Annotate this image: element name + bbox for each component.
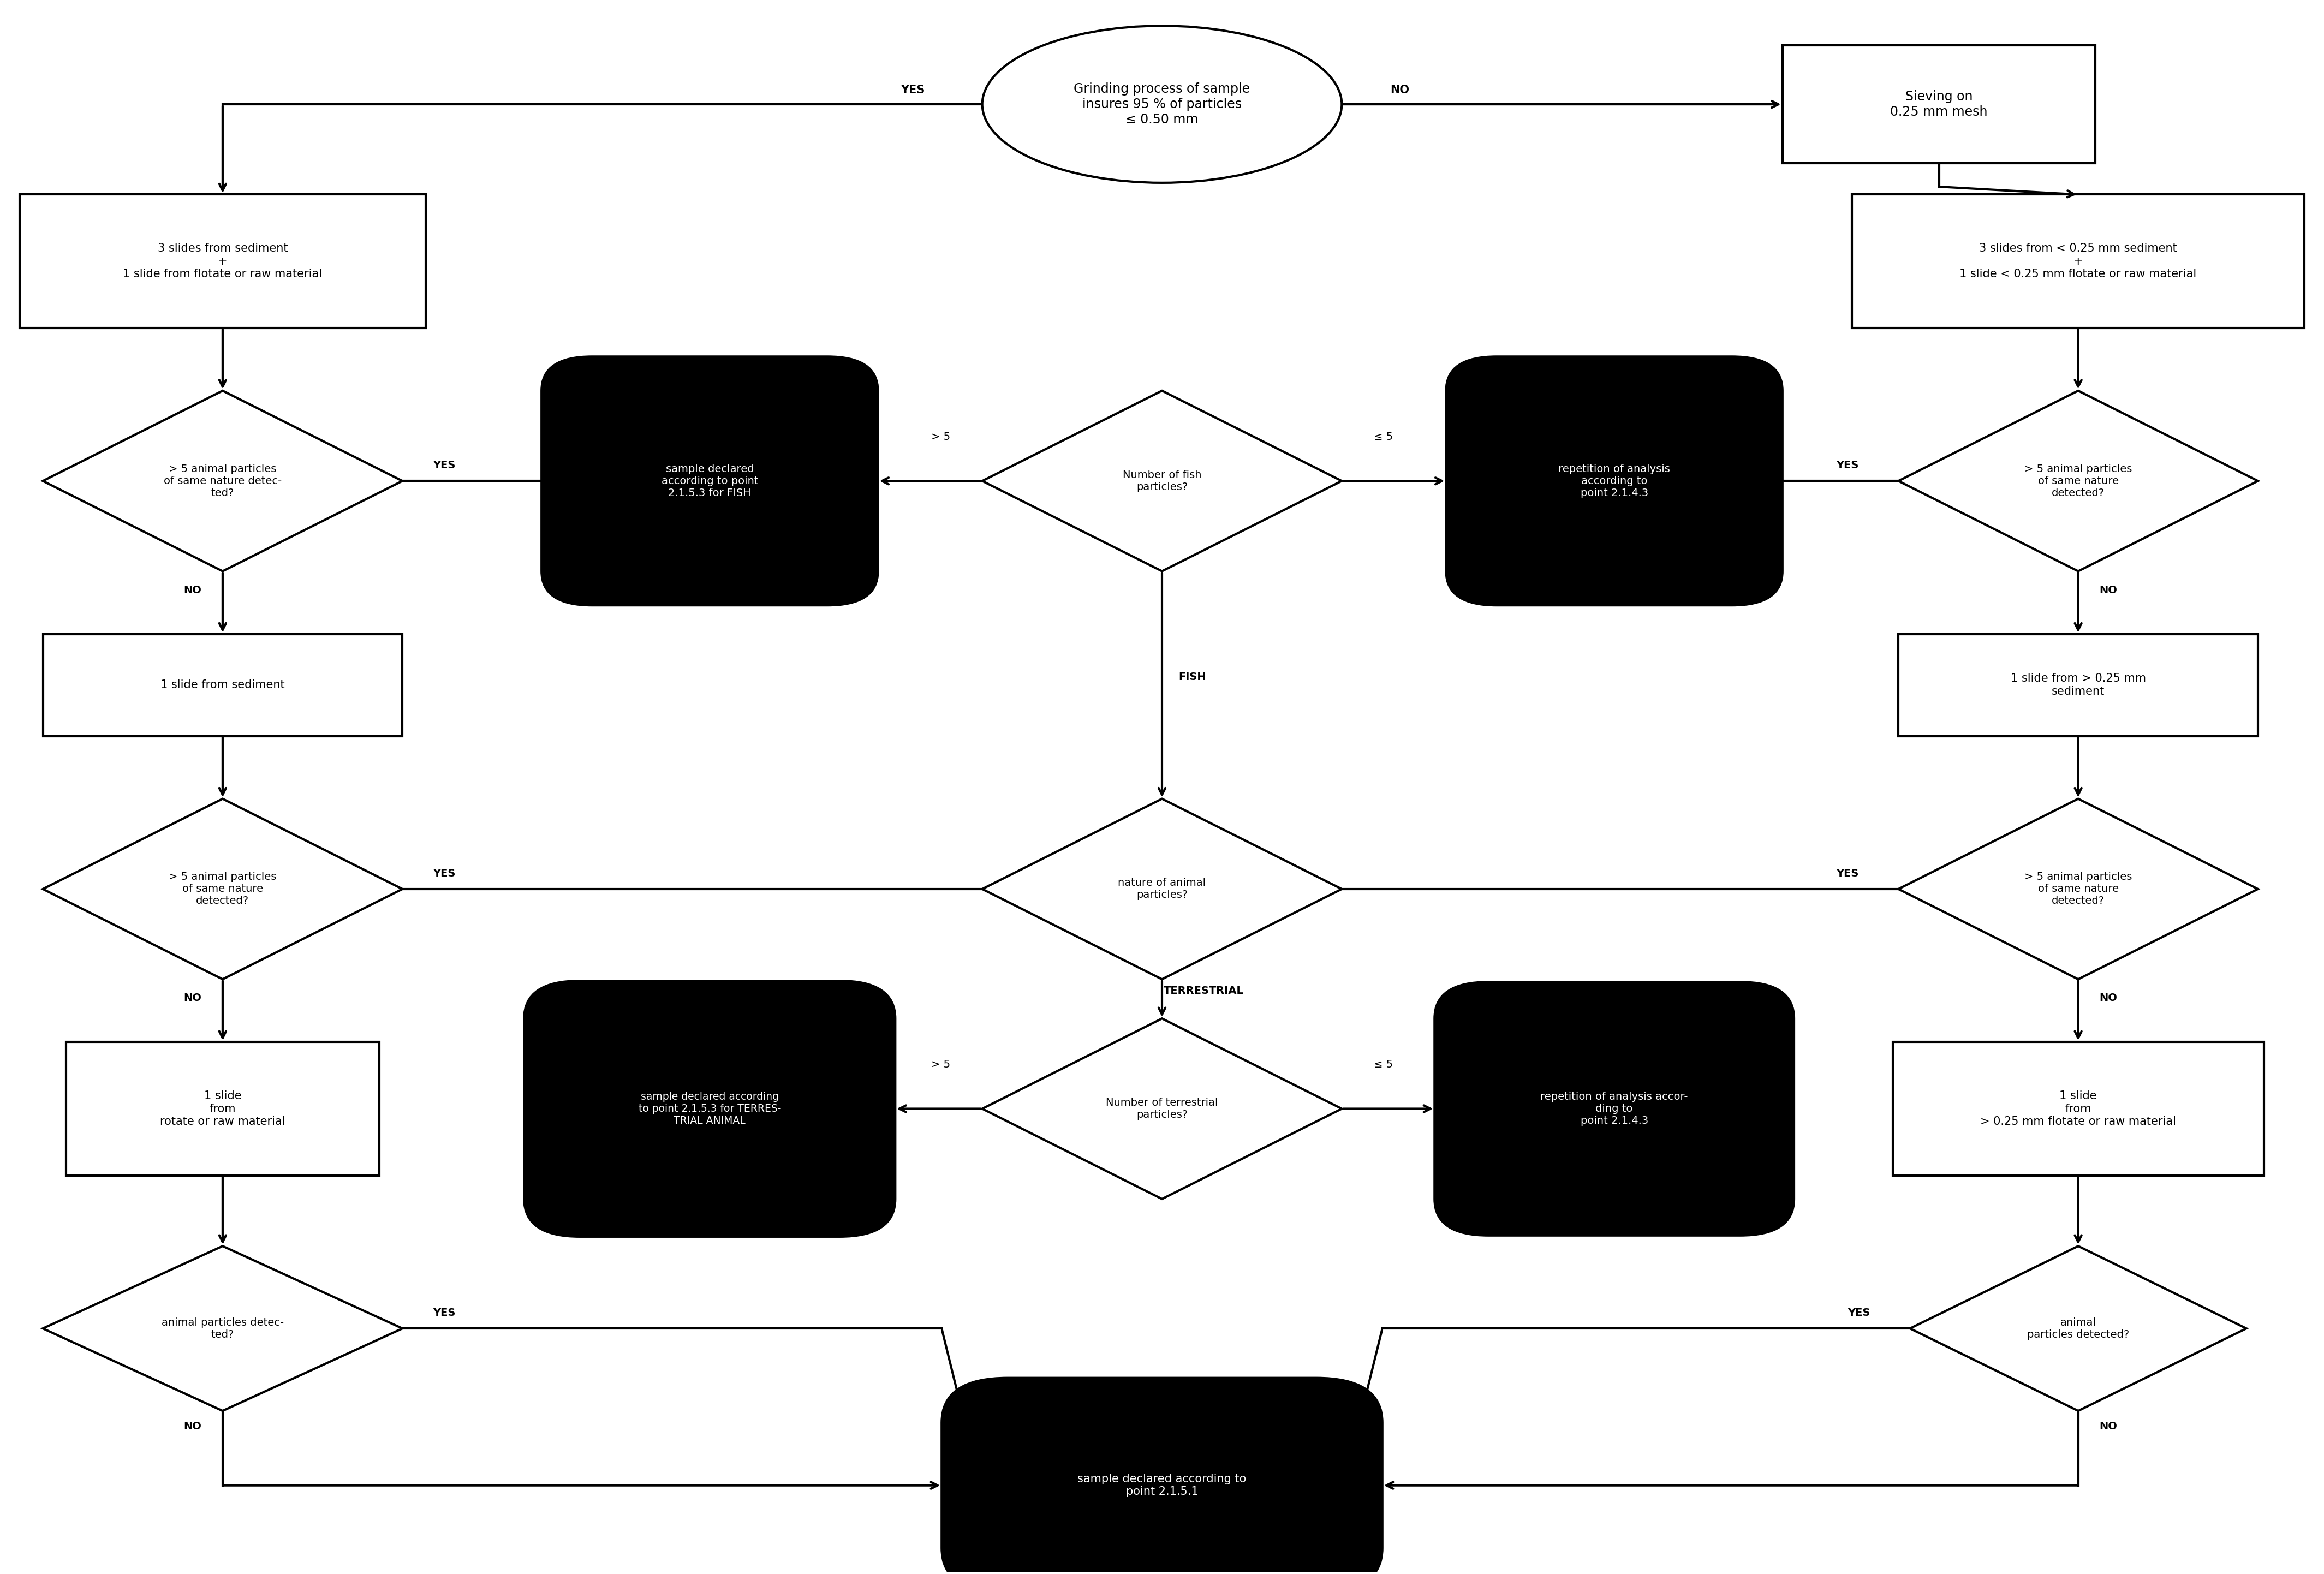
Text: YES: YES (1836, 869, 1859, 878)
Text: > 5 animal particles
of same nature
detected?: > 5 animal particles of same nature dete… (2024, 464, 2131, 497)
Text: NO: NO (184, 993, 202, 1003)
FancyBboxPatch shape (1783, 46, 2096, 164)
Polygon shape (42, 390, 402, 571)
Text: animal
particles detected?: animal particles detected? (2027, 1317, 2129, 1339)
Text: Grinding process of sample
insures 95 % of particles
≤ 0.50 mm: Grinding process of sample insures 95 % … (1074, 82, 1250, 126)
Text: YES: YES (899, 85, 925, 96)
Polygon shape (983, 1018, 1341, 1199)
Polygon shape (983, 798, 1341, 979)
Polygon shape (983, 390, 1341, 571)
Text: Sieving on
0.25 mm mesh: Sieving on 0.25 mm mesh (1889, 90, 1987, 118)
Text: YES: YES (432, 869, 456, 878)
Text: ≤ 5: ≤ 5 (1373, 431, 1392, 442)
Text: > 5 animal particles
of same nature
detected?: > 5 animal particles of same nature dete… (2024, 872, 2131, 907)
Text: repetition of analysis accor-
ding to
point 2.1.4.3: repetition of analysis accor- ding to po… (1541, 1091, 1687, 1125)
Text: 1 slide
from
> 0.25 mm flotate or raw material: 1 slide from > 0.25 mm flotate or raw ma… (1980, 1091, 2175, 1127)
Text: FISH: FISH (1178, 672, 1206, 682)
Ellipse shape (983, 25, 1341, 183)
FancyBboxPatch shape (941, 1377, 1383, 1574)
Text: > 5: > 5 (932, 431, 951, 442)
FancyBboxPatch shape (1899, 634, 2259, 737)
Text: sample declared
according to point
2.1.5.3 for FISH: sample declared according to point 2.1.5… (662, 464, 758, 497)
Text: > 5 animal particles
of same nature
detected?: > 5 animal particles of same nature dete… (170, 872, 277, 907)
Text: TERRESTRIAL: TERRESTRIAL (1164, 985, 1243, 996)
Text: > 5: > 5 (932, 1059, 951, 1070)
FancyBboxPatch shape (1434, 982, 1794, 1236)
Text: animal particles detec-
ted?: animal particles detec- ted? (160, 1317, 284, 1339)
Text: NO: NO (184, 1421, 202, 1432)
Text: NO: NO (2099, 1421, 2117, 1432)
Text: Number of terrestrial
particles?: Number of terrestrial particles? (1106, 1097, 1218, 1121)
Polygon shape (1910, 1247, 2247, 1410)
Text: nature of animal
particles?: nature of animal particles? (1118, 878, 1206, 900)
Text: sample declared according to
point 2.1.5.1: sample declared according to point 2.1.5… (1078, 1473, 1246, 1497)
Text: repetition of analysis
according to
point 2.1.4.3: repetition of analysis according to poin… (1559, 464, 1671, 497)
Text: Number of fish
particles?: Number of fish particles? (1122, 469, 1202, 493)
FancyBboxPatch shape (19, 195, 425, 327)
Text: YES: YES (1848, 1308, 1871, 1317)
Text: 3 slides from < 0.25 mm sediment
+
1 slide < 0.25 mm flotate or raw material: 3 slides from < 0.25 mm sediment + 1 sli… (1959, 242, 2196, 279)
Text: NO: NO (2099, 993, 2117, 1003)
FancyBboxPatch shape (541, 357, 878, 606)
FancyBboxPatch shape (1852, 195, 2305, 327)
Text: > 5 animal particles
of same nature detec-
ted?: > 5 animal particles of same nature dete… (163, 464, 281, 497)
Text: YES: YES (1836, 460, 1859, 471)
Text: 1 slide
from
rotate or raw material: 1 slide from rotate or raw material (160, 1091, 286, 1127)
Text: YES: YES (432, 460, 456, 471)
FancyBboxPatch shape (525, 981, 895, 1237)
Text: 3 slides from sediment
+
1 slide from flotate or raw material: 3 slides from sediment + 1 slide from fl… (123, 242, 323, 279)
Text: NO: NO (184, 586, 202, 595)
Text: 1 slide from > 0.25 mm
sediment: 1 slide from > 0.25 mm sediment (2010, 674, 2145, 697)
FancyBboxPatch shape (65, 1042, 379, 1176)
FancyBboxPatch shape (1892, 1042, 2264, 1176)
Text: 1 slide from sediment: 1 slide from sediment (160, 680, 286, 691)
Text: YES: YES (432, 1308, 456, 1317)
Text: NO: NO (1390, 85, 1408, 96)
FancyBboxPatch shape (42, 634, 402, 737)
Polygon shape (1899, 390, 2259, 571)
Text: ≤ 5: ≤ 5 (1373, 1059, 1392, 1070)
FancyBboxPatch shape (1446, 357, 1783, 606)
Text: sample declared according
to point 2.1.5.3 for TERRES-
TRIAL ANIMAL: sample declared according to point 2.1.5… (639, 1091, 781, 1125)
Text: NO: NO (2099, 586, 2117, 595)
Polygon shape (1899, 798, 2259, 979)
Polygon shape (42, 798, 402, 979)
Polygon shape (42, 1247, 402, 1410)
